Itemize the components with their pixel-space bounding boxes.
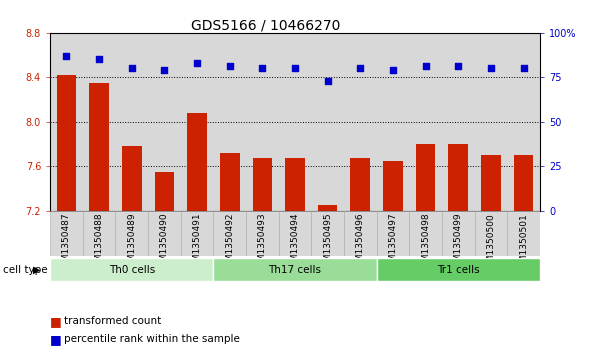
Text: GSM1350496: GSM1350496: [356, 213, 365, 273]
Text: ■: ■: [50, 315, 62, 328]
Text: Th0 cells: Th0 cells: [109, 265, 155, 274]
Text: GSM1350492: GSM1350492: [225, 213, 234, 273]
Bar: [214, 211, 246, 256]
Bar: [278, 33, 312, 211]
Point: [225, 64, 234, 69]
Text: GSM1350498: GSM1350498: [421, 213, 430, 273]
Text: ▶: ▶: [34, 265, 41, 274]
Text: Th17 cells: Th17 cells: [268, 265, 322, 274]
Bar: [312, 33, 344, 211]
Point: [94, 56, 104, 62]
Bar: [155, 172, 174, 211]
Bar: [344, 33, 376, 211]
Bar: [187, 113, 207, 211]
Point: [356, 65, 365, 71]
Bar: [507, 211, 540, 256]
Bar: [214, 33, 246, 211]
Bar: [376, 258, 540, 281]
Text: cell type: cell type: [3, 265, 48, 274]
Text: GSM1350489: GSM1350489: [127, 213, 136, 273]
Bar: [253, 158, 272, 211]
Bar: [383, 160, 403, 211]
Bar: [514, 155, 533, 211]
Bar: [507, 33, 540, 211]
Text: Tr1 cells: Tr1 cells: [437, 265, 480, 274]
Text: GSM1350488: GSM1350488: [94, 213, 104, 273]
Bar: [122, 146, 142, 211]
Bar: [285, 158, 305, 211]
Bar: [83, 33, 116, 211]
Point: [160, 67, 169, 73]
Point: [258, 65, 267, 71]
Bar: [116, 33, 148, 211]
Bar: [376, 211, 409, 256]
Text: GSM1350493: GSM1350493: [258, 213, 267, 273]
Text: GSM1350500: GSM1350500: [486, 213, 496, 274]
Bar: [350, 158, 370, 211]
Point: [192, 60, 202, 66]
Bar: [409, 33, 442, 211]
Text: GSM1350490: GSM1350490: [160, 213, 169, 273]
Bar: [376, 33, 409, 211]
Bar: [116, 211, 148, 256]
Bar: [416, 144, 435, 211]
Bar: [442, 33, 474, 211]
Bar: [344, 211, 376, 256]
Bar: [246, 211, 278, 256]
Bar: [50, 211, 83, 256]
Bar: [318, 205, 337, 211]
Point: [486, 65, 496, 71]
Point: [62, 53, 71, 59]
Point: [127, 65, 136, 71]
Bar: [148, 211, 181, 256]
Point: [290, 65, 300, 71]
Bar: [181, 211, 214, 256]
Bar: [474, 33, 507, 211]
Text: transformed count: transformed count: [64, 316, 161, 326]
Bar: [214, 258, 376, 281]
Bar: [181, 33, 214, 211]
Bar: [83, 211, 116, 256]
Text: GSM1350491: GSM1350491: [192, 213, 202, 273]
Bar: [474, 211, 507, 256]
Bar: [312, 211, 344, 256]
Point: [323, 78, 332, 83]
Point: [388, 67, 398, 73]
Bar: [409, 211, 442, 256]
Text: GDS5166 / 10466270: GDS5166 / 10466270: [191, 18, 340, 32]
Bar: [148, 33, 181, 211]
Point: [421, 64, 430, 69]
Text: percentile rank within the sample: percentile rank within the sample: [64, 334, 240, 344]
Text: ■: ■: [50, 333, 62, 346]
Bar: [442, 211, 474, 256]
Bar: [50, 33, 83, 211]
Text: GSM1350494: GSM1350494: [290, 213, 300, 273]
Text: GSM1350495: GSM1350495: [323, 213, 332, 273]
Text: GSM1350501: GSM1350501: [519, 213, 528, 274]
Point: [519, 65, 528, 71]
Bar: [278, 211, 312, 256]
Text: GSM1350487: GSM1350487: [62, 213, 71, 273]
Point: [454, 64, 463, 69]
Bar: [246, 33, 278, 211]
Bar: [89, 83, 109, 211]
Bar: [57, 75, 76, 211]
Text: GSM1350499: GSM1350499: [454, 213, 463, 273]
Bar: [50, 258, 214, 281]
Bar: [448, 144, 468, 211]
Bar: [220, 153, 240, 211]
Bar: [481, 155, 501, 211]
Text: GSM1350497: GSM1350497: [388, 213, 398, 273]
